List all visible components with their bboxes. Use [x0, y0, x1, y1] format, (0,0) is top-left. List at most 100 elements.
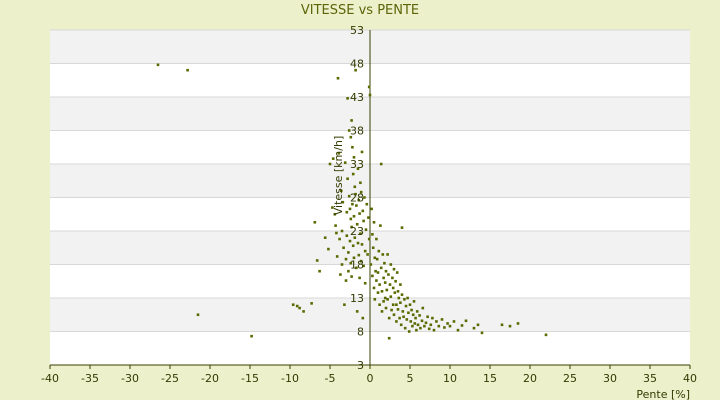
scatter-point: [379, 162, 383, 166]
scatter-point: [378, 303, 381, 306]
scatter-point: [392, 313, 396, 317]
scatter-point: [368, 93, 372, 97]
scatter-point: [343, 161, 347, 164]
x-tick-label: -5: [325, 372, 336, 385]
scatter-point: [399, 301, 402, 304]
scatter-point: [334, 224, 337, 227]
scatter-point: [406, 296, 409, 300]
scatter-point: [390, 308, 393, 312]
scatter-point: [347, 194, 351, 198]
scatter-point: [395, 303, 398, 306]
scatter-point: [346, 97, 349, 100]
scatter-point: [500, 323, 504, 327]
scatter-point: [415, 310, 419, 313]
scatter-point: [357, 253, 361, 257]
scatter-point: [396, 290, 400, 293]
scatter-point: [361, 209, 365, 213]
scatter-point: [354, 68, 357, 72]
scatter-point: [186, 68, 189, 72]
scatter-point: [351, 172, 355, 176]
scatter-point: [367, 237, 371, 241]
scatter-point: [352, 256, 356, 260]
x-tick-label: -35: [81, 372, 99, 385]
scatter-point: [397, 296, 401, 300]
scatter-point: [405, 318, 409, 321]
x-tick-label: 35: [643, 372, 657, 385]
scatter-point: [338, 237, 341, 241]
scatter-point: [421, 306, 425, 310]
scatter-point: [411, 324, 414, 328]
scatter-point: [323, 236, 327, 239]
scatter-point: [344, 257, 348, 261]
scatter-point: [412, 300, 416, 303]
scatter-point: [372, 220, 376, 224]
y-tick-label: 38: [350, 125, 364, 138]
scatter-point: [400, 226, 404, 229]
scatter-point: [426, 315, 429, 319]
scatter-point: [419, 326, 422, 330]
scatter-point: [385, 288, 389, 292]
scatter-point: [456, 328, 460, 332]
scatter-point: [409, 320, 413, 323]
x-tick-label: 30: [603, 372, 617, 385]
scatter-point: [358, 212, 361, 215]
scatter-point: [410, 308, 413, 312]
scatter-point: [315, 259, 319, 262]
scatter-point: [420, 319, 424, 323]
scatter-point: [448, 324, 452, 328]
scatter-point: [394, 279, 397, 283]
chart-title: VITESSE vs PENTE: [301, 3, 419, 18]
scatter-point: [400, 293, 404, 296]
scatter-point: [345, 234, 349, 237]
x-tick-label: -40: [41, 372, 59, 385]
scatter-point: [399, 283, 402, 286]
scatter-point: [391, 276, 394, 280]
scatter-point: [369, 263, 373, 266]
scatter-point: [386, 253, 389, 256]
scatter-point: [341, 200, 345, 204]
scatter-point: [391, 286, 395, 290]
scatter-point: [355, 310, 359, 313]
y-tick-label: 43: [350, 91, 364, 104]
scatter-point: [351, 202, 354, 206]
scatter-point: [355, 266, 358, 270]
scatter-point: [374, 269, 377, 273]
scatter-point: [371, 246, 375, 250]
scatter-point: [431, 316, 434, 320]
scatter-point: [435, 320, 438, 323]
scatter-point: [339, 273, 342, 276]
y-tick-label: 48: [350, 58, 364, 71]
scatter-point: [378, 283, 381, 286]
scatter-point: [437, 324, 441, 328]
scatter-point: [452, 320, 456, 323]
scatter-point: [353, 185, 357, 189]
y-tick-label: 33: [350, 158, 364, 171]
scatter-point: [371, 274, 374, 278]
scatter-point: [359, 232, 362, 235]
scatter-point: [331, 206, 334, 209]
scatter-point: [349, 261, 353, 265]
scatter-point: [313, 220, 317, 224]
y-tick-label: 23: [350, 225, 364, 238]
scatter-point: [365, 202, 369, 206]
scatter-point: [429, 323, 433, 327]
scatter-point: [472, 326, 476, 330]
scatter-point: [302, 310, 305, 313]
y-tick-label: 53: [350, 24, 364, 37]
scatter-point: [402, 315, 405, 319]
scatter-point: [361, 316, 365, 320]
scatter-point: [386, 298, 389, 301]
scatter-point: [440, 318, 444, 321]
scatter-point: [359, 181, 362, 185]
scatter-point: [156, 63, 160, 67]
scatter-point: [358, 276, 361, 280]
scatter-point: [416, 323, 420, 327]
scatter-point: [363, 249, 367, 253]
scatter-point: [347, 251, 350, 254]
scatter-point: [387, 316, 391, 320]
scatter-point: [391, 303, 395, 306]
scatter-point: [340, 263, 344, 266]
x-tick-label: 40: [683, 372, 697, 385]
scatter-point: [349, 217, 353, 221]
